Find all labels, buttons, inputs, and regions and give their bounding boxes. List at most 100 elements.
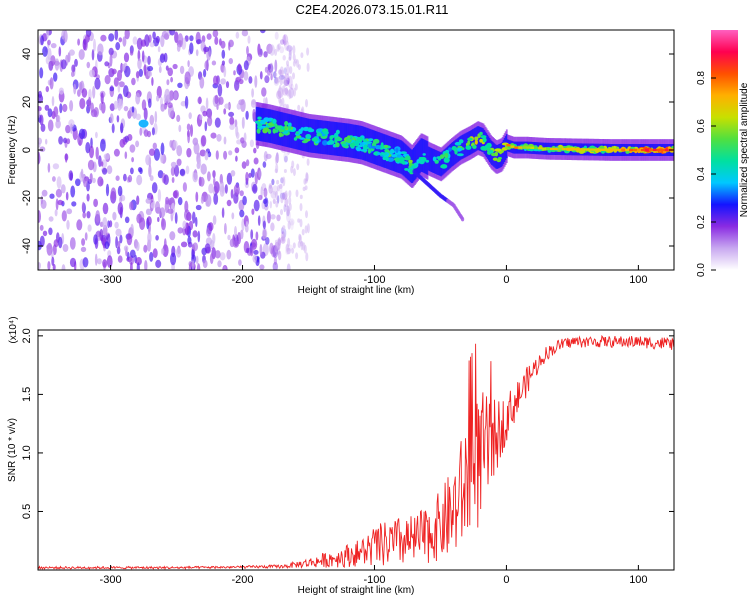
noise-cell [136,262,140,270]
snr-y-axis: 0.5 1.0 1.5 2.0 [21,328,674,519]
ridge-body [407,146,410,181]
noise-cell [216,104,219,110]
noise-cell [211,60,217,66]
noise-cell [195,204,202,211]
noise-cell [274,72,278,78]
noise-cell [115,175,120,181]
ridge-cell [311,137,319,142]
noise-cell [143,63,147,76]
noise-cell [135,241,140,252]
ridge-cell [259,119,266,125]
ridge-cell [479,131,483,136]
ridge-cell [323,131,329,135]
noise-cell [287,220,291,230]
noise-cell [176,114,181,122]
noise-cell [261,87,267,97]
noise-cell [130,167,134,175]
noise-cell [159,53,165,64]
ridge-cell [299,137,305,140]
ridge-core [565,148,570,151]
noise-cell [119,196,123,204]
noise-cell [149,114,155,126]
noise-cell [160,103,165,112]
ridge-cell [367,143,372,148]
noise-cell [230,170,236,177]
noise-cell [164,88,171,102]
noise-cell [169,30,176,36]
noise-cell [221,207,225,218]
noise-cell [62,137,68,144]
ridge-body [313,119,316,153]
noise-cell [234,147,240,154]
ridge-core [569,148,574,151]
noise-cell [130,223,134,237]
ridge-cell [278,132,283,138]
noise-cell [260,30,266,34]
ridge-cell [474,139,478,145]
noise-cell [53,106,59,117]
ridge-cell [284,125,288,130]
noise-cell [129,144,136,153]
ridge-cell [381,152,387,156]
noise-cell [45,86,49,93]
ridge-core [617,148,622,152]
noise-cell [263,187,268,198]
ridge-body [439,151,442,176]
noise-cell [294,83,298,91]
noise-cell [124,216,130,224]
noise-cell [156,85,162,99]
noise-cell [186,123,191,131]
ridge-body [500,143,503,167]
noise-cell [298,233,302,241]
noise-cell [293,87,296,97]
noise-cell [253,157,259,165]
noise-cell [176,44,181,52]
ridge-cell [458,139,464,144]
ridge-cell [363,139,367,143]
noise-cell [91,49,95,61]
noise-cell [136,195,140,205]
snr-multiplier: (x10⁴) [8,316,19,343]
noise-cell [224,103,230,109]
noise-cell [124,135,129,143]
ridge-core [621,148,626,152]
ridge-core [506,144,511,147]
noise-cell [172,63,178,70]
ridge-cell [402,161,406,165]
noise-cell [283,34,286,46]
noise-cell [167,208,174,214]
noise-cell [286,64,290,76]
noise-cell [305,210,308,219]
noise-cell [78,81,83,91]
noise-cell [52,163,60,170]
noise-cell [119,234,123,244]
spectrogram-y-tick-label: 40 [21,48,33,60]
noise-cell [202,259,208,269]
noise-cell [200,195,204,204]
noise-cell [288,190,292,198]
noise-cell [184,95,189,109]
noise-cell [171,177,175,183]
ridge-body [429,147,432,172]
noise-cell [47,119,54,132]
noise-cell [48,216,54,222]
ridge-body [498,144,501,168]
ridge-cell [394,157,401,163]
noise-cell [306,62,310,72]
noise-cell [84,232,88,241]
noise-cell [247,35,251,44]
ridge-core [633,148,638,152]
noise-cell [105,183,110,197]
noise-cell [60,59,67,70]
noise-cell [147,71,153,77]
noise-cell [154,110,158,124]
noise-cell [282,225,286,230]
ridge-cell [362,146,370,150]
noise-cell [223,108,227,115]
noise-cell [79,98,86,110]
snr-series-line [38,334,674,570]
noise-cell [197,230,201,243]
noise-cell [185,165,190,175]
ridge-cell [422,153,426,156]
noise-cell [259,264,265,270]
